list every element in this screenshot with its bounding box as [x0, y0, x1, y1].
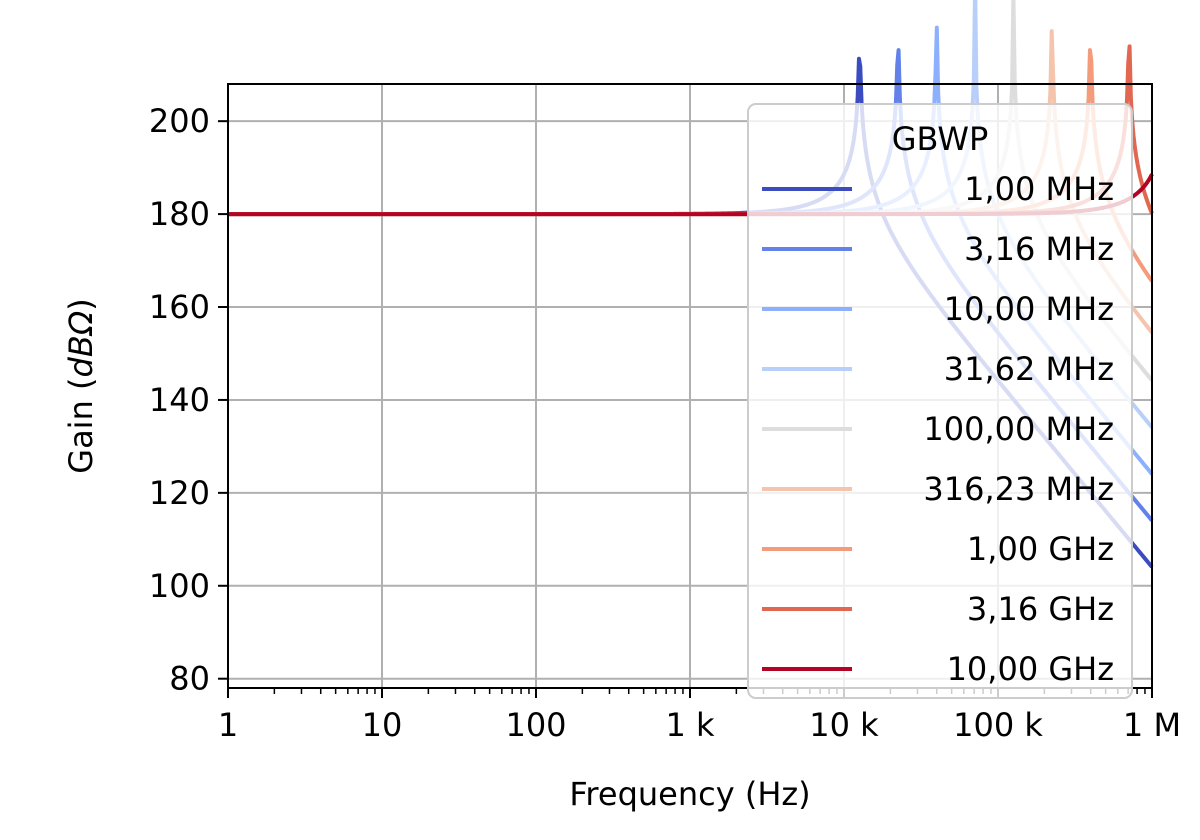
legend-label: 1,00 GHz	[967, 530, 1114, 568]
y-axis-title-suffix: )	[62, 298, 100, 310]
y-tick-label: 160	[149, 288, 210, 326]
y-tick-label: 140	[149, 381, 210, 419]
x-tick-label: 1 k	[665, 706, 715, 744]
x-tick-label: 100	[505, 706, 566, 744]
x-axis-ticks: 1 10 100 1 k 10 k 100 k 1 M	[218, 688, 1181, 744]
legend-label: 100,00 MHz	[923, 410, 1114, 448]
y-tick-label: 180	[149, 195, 210, 233]
y-axis-ticks: 80 100 120 140 160 180 200	[149, 102, 228, 698]
x-tick-label: 1	[218, 706, 238, 744]
y-axis-title-prefix: Gain (	[62, 377, 100, 473]
legend-label: 10,00 GHz	[947, 650, 1114, 688]
x-tick-label: 10	[362, 706, 403, 744]
x-tick-label: 10 k	[809, 706, 879, 744]
x-tick-label: 1 M	[1123, 706, 1181, 744]
legend-label: 10,00 MHz	[944, 290, 1114, 328]
legend-label: 3,16 MHz	[964, 230, 1114, 268]
y-tick-label: 200	[149, 102, 210, 140]
legend-label: 31,62 MHz	[944, 350, 1114, 388]
y-axis-title-unit: dBΩ	[62, 310, 100, 377]
x-axis-title: Frequency (Hz)	[569, 775, 810, 813]
y-tick-label: 80	[169, 660, 210, 698]
y-tick-label: 100	[149, 567, 210, 605]
legend-items: 1,00 MHz 3,16 MHz 10,00 MHz 31,62 MHz 100,00…	[762, 170, 1114, 688]
x-tick-label: 100 k	[953, 706, 1043, 744]
plot-frame	[227, 83, 1153, 689]
legend-label: 316,23 MHz	[923, 470, 1114, 508]
legend-label: 3,16 GHz	[967, 590, 1114, 628]
legend-label: 1,00 MHz	[964, 170, 1114, 208]
y-axis-title: Gain (dBΩ)	[62, 298, 100, 473]
legend-title: GBWP	[892, 120, 989, 158]
y-tick-label: 120	[149, 474, 210, 512]
